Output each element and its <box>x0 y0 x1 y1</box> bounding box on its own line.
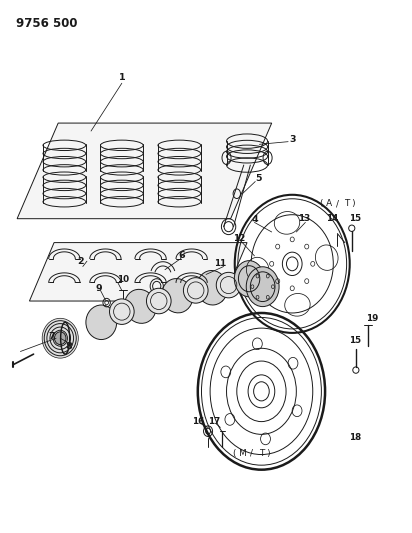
Text: /: / <box>250 449 253 458</box>
Text: 2: 2 <box>77 257 84 265</box>
Ellipse shape <box>216 272 241 298</box>
Ellipse shape <box>54 332 66 345</box>
Ellipse shape <box>110 299 134 325</box>
Text: 1: 1 <box>119 74 125 83</box>
Text: 18: 18 <box>349 433 360 442</box>
Ellipse shape <box>183 278 208 303</box>
Text: 6: 6 <box>178 252 185 261</box>
Polygon shape <box>29 243 247 301</box>
Text: 12: 12 <box>233 234 245 243</box>
Text: /: / <box>336 199 339 208</box>
Text: 3: 3 <box>289 134 295 143</box>
Ellipse shape <box>162 279 193 313</box>
Text: 4: 4 <box>251 215 258 224</box>
Ellipse shape <box>42 318 78 358</box>
Text: 9: 9 <box>96 284 103 293</box>
Text: 19: 19 <box>366 314 379 323</box>
Text: 9756 500: 9756 500 <box>16 17 77 30</box>
Text: 15: 15 <box>349 336 360 345</box>
Ellipse shape <box>246 266 279 306</box>
Text: 8: 8 <box>65 342 72 351</box>
Ellipse shape <box>234 261 264 297</box>
Text: 10: 10 <box>117 275 129 284</box>
Text: ( A: ( A <box>321 199 332 208</box>
Polygon shape <box>17 123 272 219</box>
Text: 11: 11 <box>214 260 227 268</box>
Text: 14: 14 <box>326 214 339 223</box>
Ellipse shape <box>197 271 227 305</box>
Text: 13: 13 <box>297 214 310 223</box>
Ellipse shape <box>124 289 156 324</box>
Text: T ): T ) <box>344 199 355 208</box>
Text: 17: 17 <box>208 417 220 426</box>
Text: T ): T ) <box>259 449 270 458</box>
Text: 5: 5 <box>255 174 262 183</box>
Text: 15: 15 <box>349 214 360 223</box>
Text: ( M: ( M <box>234 449 247 458</box>
Ellipse shape <box>146 288 171 314</box>
Text: 7: 7 <box>49 332 55 341</box>
Text: 16: 16 <box>192 417 205 426</box>
Ellipse shape <box>86 305 117 340</box>
